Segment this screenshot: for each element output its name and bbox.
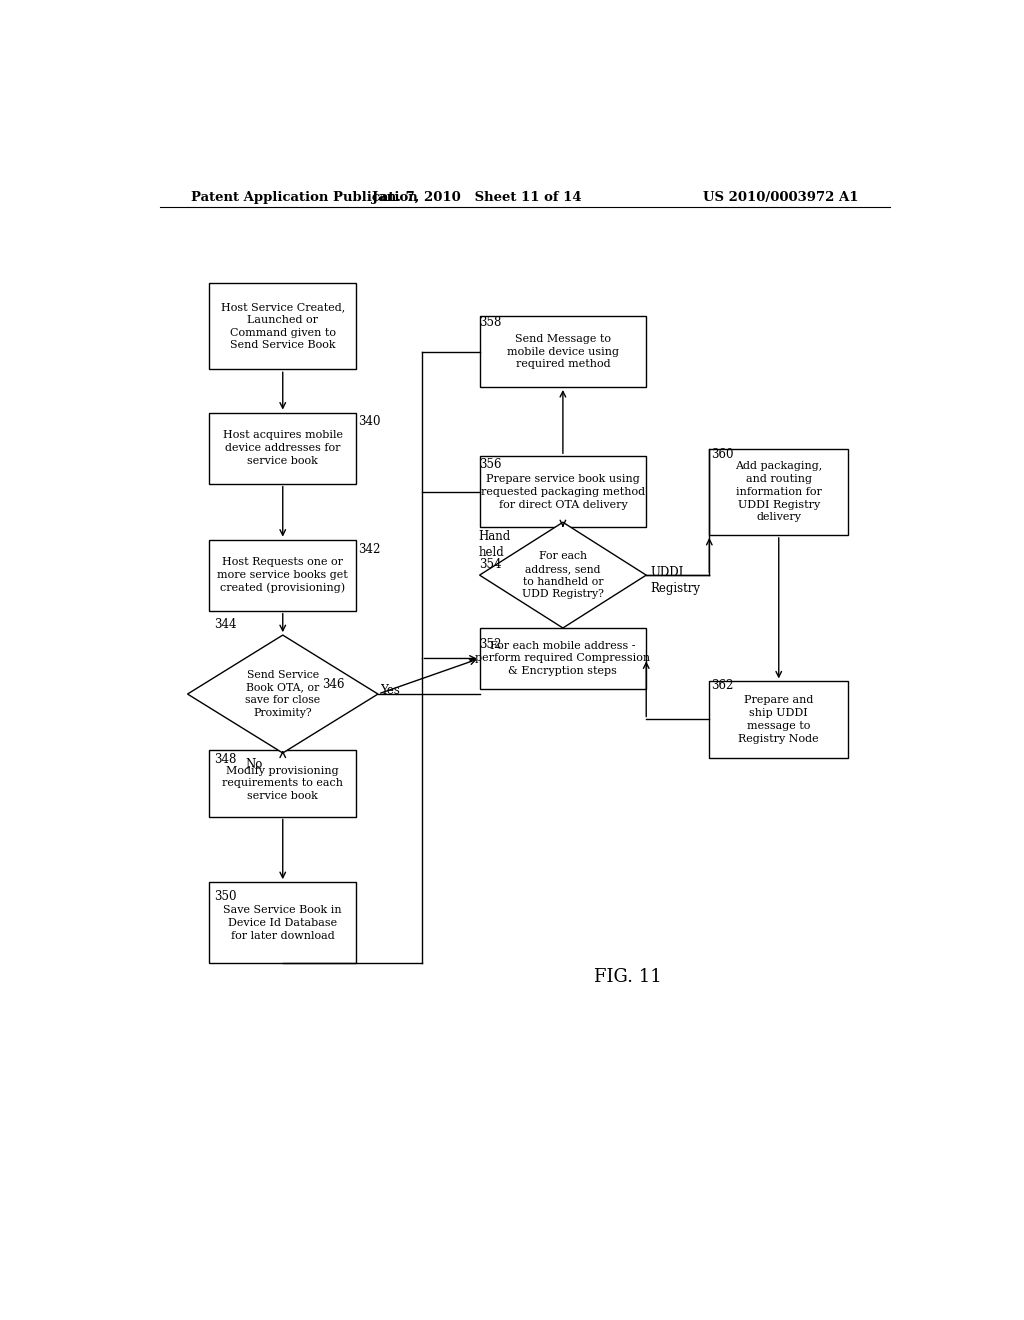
Text: Patent Application Publication: Patent Application Publication <box>191 190 418 203</box>
FancyBboxPatch shape <box>710 681 848 758</box>
Text: For each mobile address -
perform required Compression
& Encryption steps: For each mobile address - perform requir… <box>475 640 650 676</box>
Text: No: No <box>246 758 263 771</box>
FancyBboxPatch shape <box>710 449 848 535</box>
Text: UDDI
Registry: UDDI Registry <box>650 566 700 595</box>
Text: US 2010/0003972 A1: US 2010/0003972 A1 <box>702 190 858 203</box>
Text: 360: 360 <box>712 447 734 461</box>
Text: Send Service
Book OTA, or
save for close
Proximity?: Send Service Book OTA, or save for close… <box>245 669 321 718</box>
Text: Yes: Yes <box>380 685 400 697</box>
FancyBboxPatch shape <box>479 628 646 689</box>
Text: Jan. 7, 2010   Sheet 11 of 14: Jan. 7, 2010 Sheet 11 of 14 <box>373 190 582 203</box>
Text: Host Requests one or
more service books get
created (provisioning): Host Requests one or more service books … <box>217 557 348 593</box>
FancyBboxPatch shape <box>479 457 646 528</box>
Text: Hand
held: Hand held <box>478 531 511 560</box>
Text: 354: 354 <box>479 558 502 572</box>
FancyBboxPatch shape <box>209 540 356 611</box>
Text: Prepare service book using
requested packaging method
for direct OTA delivery: Prepare service book using requested pac… <box>481 474 645 510</box>
FancyBboxPatch shape <box>209 412 356 483</box>
Text: Host acquires mobile
device addresses for
service book: Host acquires mobile device addresses fo… <box>223 430 343 466</box>
Text: Save Service Book in
Device Id Database
for later download: Save Service Book in Device Id Database … <box>223 906 342 941</box>
Text: 358: 358 <box>479 315 502 329</box>
Text: 346: 346 <box>323 678 345 692</box>
Text: 352: 352 <box>479 638 502 651</box>
Text: FIG. 11: FIG. 11 <box>594 968 662 986</box>
Text: Host Service Created,
Launched or
Command given to
Send Service Book: Host Service Created, Launched or Comman… <box>220 302 345 350</box>
FancyBboxPatch shape <box>479 315 646 387</box>
FancyBboxPatch shape <box>209 282 356 370</box>
Text: 350: 350 <box>214 890 237 903</box>
Text: 356: 356 <box>479 458 502 471</box>
FancyBboxPatch shape <box>209 751 356 817</box>
Text: Add packaging,
and routing
information for
UDDI Registry
delivery: Add packaging, and routing information f… <box>735 461 822 523</box>
Text: Send Message to
mobile device using
required method: Send Message to mobile device using requ… <box>507 334 618 370</box>
Polygon shape <box>187 635 378 752</box>
Text: 348: 348 <box>214 752 237 766</box>
Text: 362: 362 <box>712 678 733 692</box>
Text: 342: 342 <box>358 543 381 556</box>
Text: Prepare and
ship UDDI
message to
Registry Node: Prepare and ship UDDI message to Registr… <box>738 696 819 743</box>
FancyBboxPatch shape <box>209 882 356 964</box>
Text: For each
address, send
to handheld or
UDD Registry?: For each address, send to handheld or UD… <box>522 550 604 599</box>
Text: Modify provisioning
requirements to each
service book: Modify provisioning requirements to each… <box>222 766 343 801</box>
Polygon shape <box>479 523 646 628</box>
Text: 340: 340 <box>358 414 381 428</box>
Text: 344: 344 <box>214 618 237 631</box>
